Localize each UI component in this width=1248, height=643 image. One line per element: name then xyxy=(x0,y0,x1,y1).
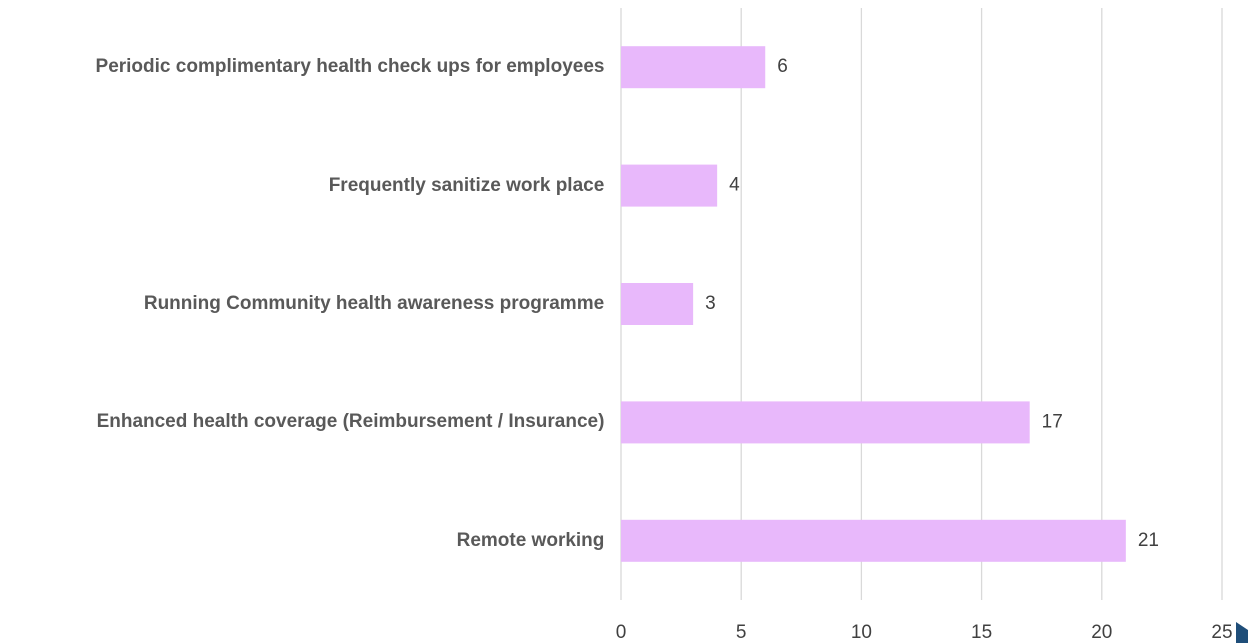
bar xyxy=(621,401,1030,444)
x-tick-label: 15 xyxy=(971,622,992,643)
y-tick-label: Remote working xyxy=(456,529,605,551)
value-label: 6 xyxy=(777,56,788,77)
bar xyxy=(621,283,694,325)
y-tick-label: Running Community health awareness progr… xyxy=(143,293,605,314)
x-tick-label: 20 xyxy=(1091,622,1112,643)
value-label: 17 xyxy=(1042,411,1063,432)
value-label: 21 xyxy=(1138,530,1159,551)
category-label-box: Remote working xyxy=(456,501,605,581)
x-tick-label: 25 xyxy=(1211,622,1232,643)
x-tick-label: 5 xyxy=(736,622,747,643)
y-tick-label: Enhanced health coverage (Reimbursement … xyxy=(96,411,605,433)
bar xyxy=(621,164,718,207)
y-tick-label: Frequently sanitize work place xyxy=(328,174,605,196)
category-label-box: Periodic complimentary health check ups … xyxy=(95,27,605,107)
corner-decoration xyxy=(1236,622,1248,643)
value-label: 4 xyxy=(729,175,740,196)
category-label-box: Running Community health awareness progr… xyxy=(143,264,605,344)
bar xyxy=(621,519,1126,562)
x-tick-label: 0 xyxy=(616,622,627,643)
category-label-box: Enhanced health coverage (Reimbursement … xyxy=(96,382,605,462)
y-tick-label: Periodic complimentary health check ups … xyxy=(95,56,605,78)
bar xyxy=(621,46,766,89)
x-tick-label: 10 xyxy=(851,622,872,643)
category-label-box: Frequently sanitize work place xyxy=(328,146,605,226)
value-label: 3 xyxy=(705,293,716,314)
